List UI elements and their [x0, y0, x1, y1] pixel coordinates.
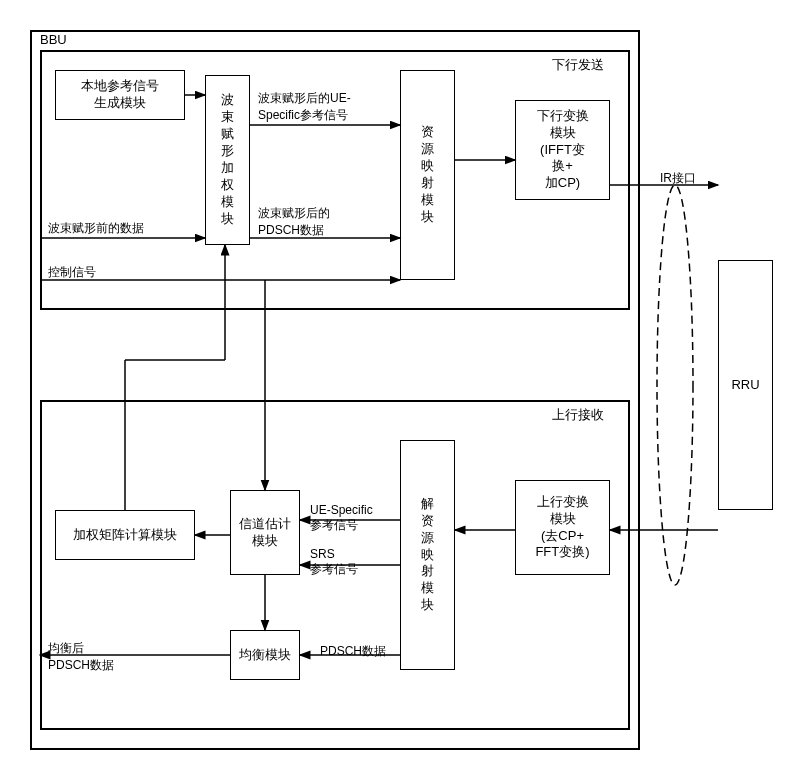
svg-point-20 — [657, 185, 693, 585]
